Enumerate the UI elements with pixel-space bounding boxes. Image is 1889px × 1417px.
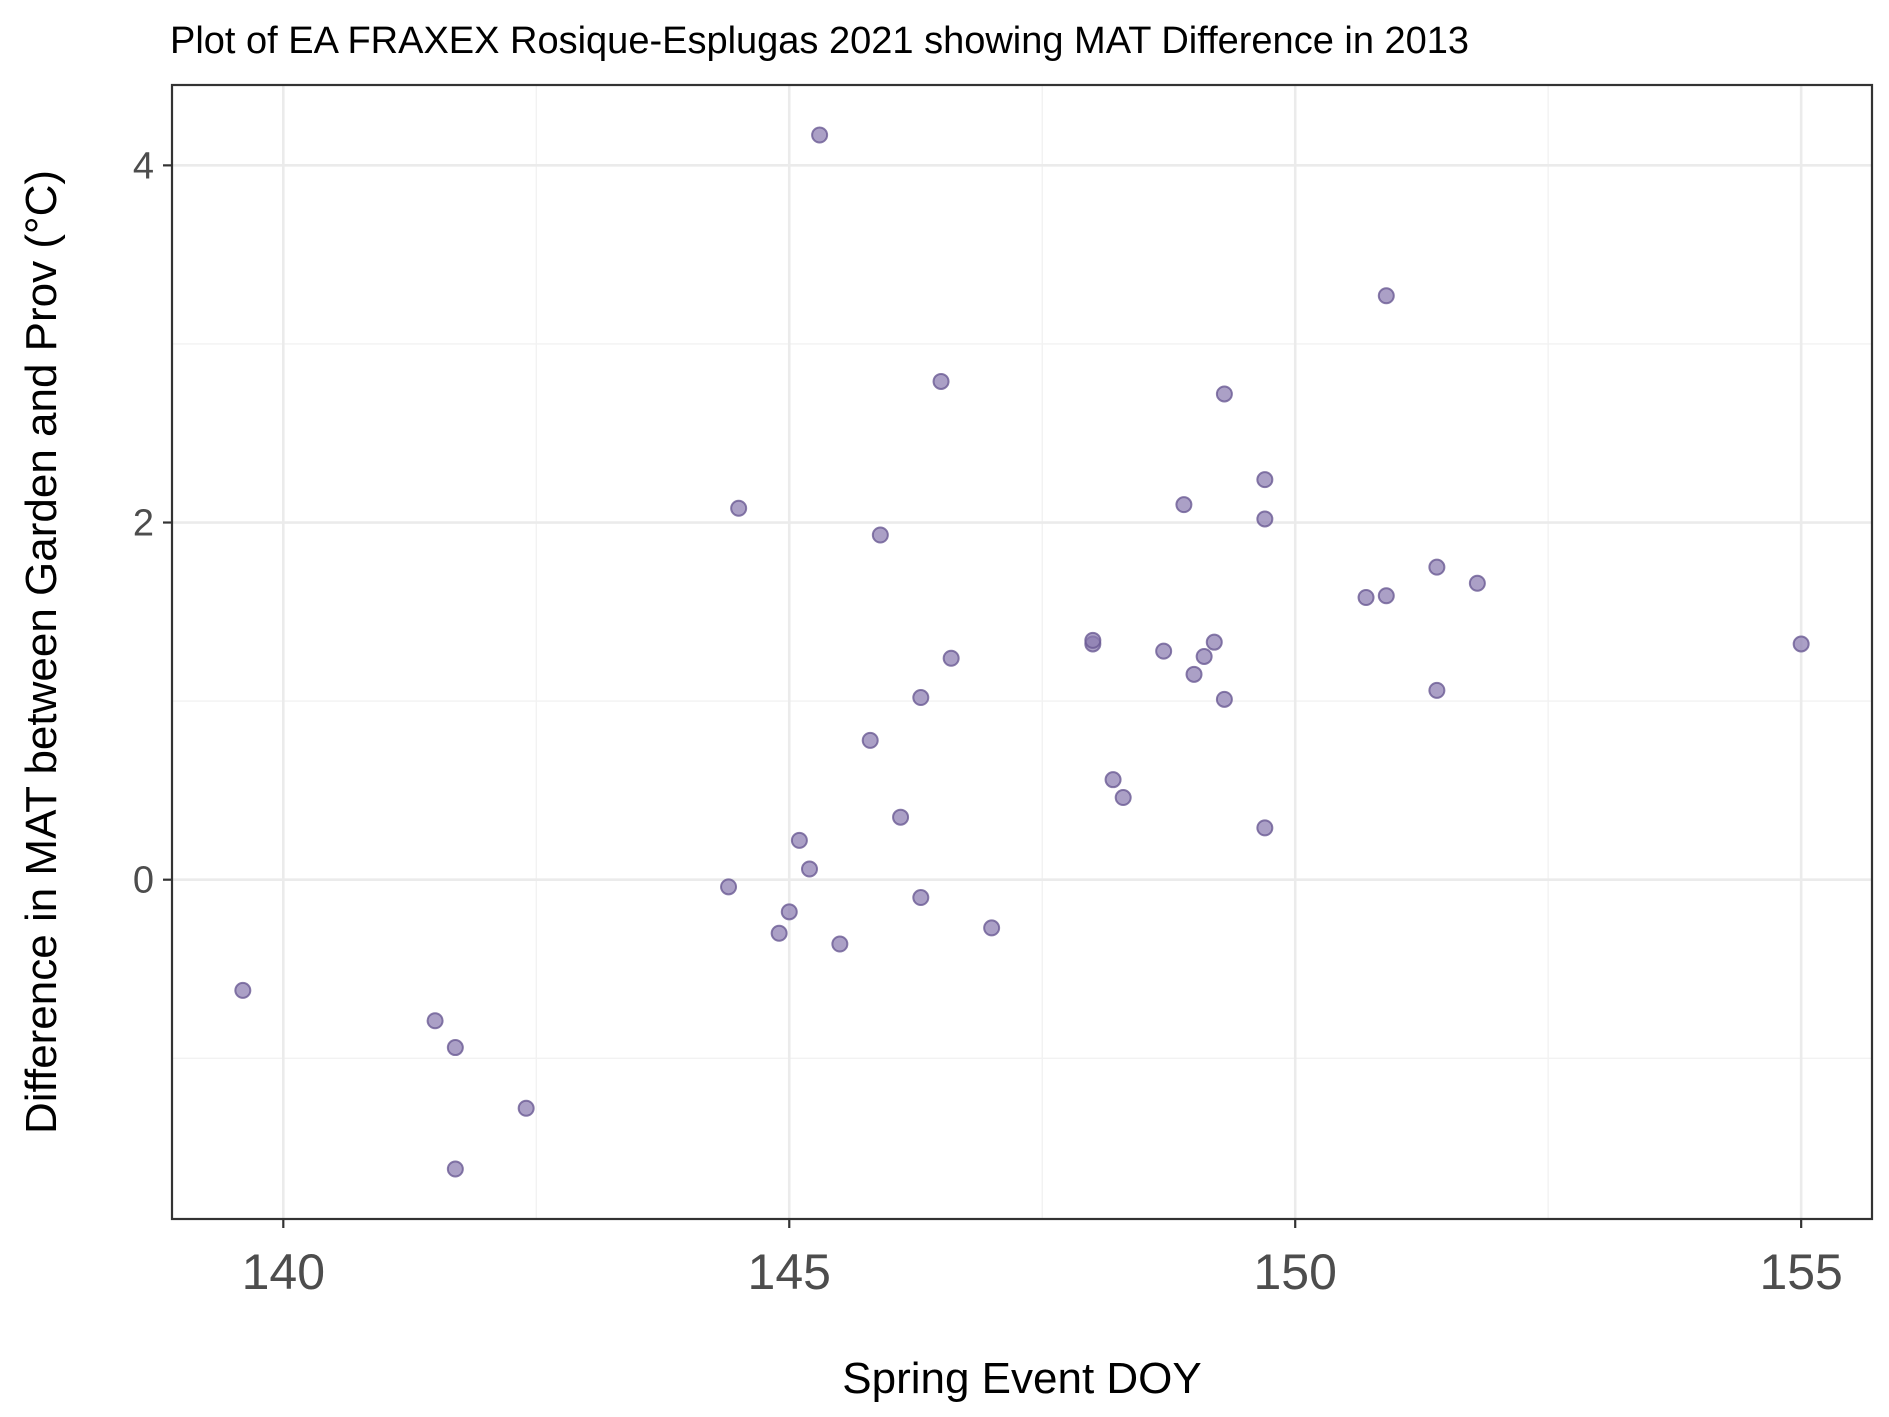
panel-border (170, 83, 1874, 1221)
data-point (730, 499, 748, 517)
data-point (1185, 665, 1203, 683)
data-point (517, 1099, 535, 1117)
data-point (811, 126, 829, 144)
x-tick-label: 150 (1253, 1244, 1336, 1300)
data-point (1215, 690, 1233, 708)
data-point (446, 1039, 464, 1057)
grid (172, 85, 1872, 1219)
data-point (1256, 819, 1274, 837)
y-tick-label: 0 (133, 860, 154, 902)
x-tick-label: 155 (1759, 1244, 1842, 1300)
x-tick-label: 140 (242, 1244, 325, 1300)
data-point (1357, 589, 1375, 607)
data-point (932, 372, 950, 390)
y-tick-label: 4 (133, 145, 154, 187)
axis-ticks: 140 145 150 155 0 2 4 (133, 145, 1843, 1300)
x-axis-label: Spring Event DOY (842, 1354, 1202, 1403)
data-point (1155, 642, 1173, 660)
data-point (1792, 635, 1810, 653)
data-point (1205, 633, 1223, 651)
data-point (831, 935, 849, 953)
data-point (892, 808, 910, 826)
data-point (912, 889, 930, 907)
data-point (1104, 771, 1122, 789)
data-point (780, 903, 798, 921)
data-point (1256, 510, 1274, 528)
data-point (1215, 385, 1233, 403)
data-point (446, 1160, 464, 1178)
x-tick-label: 145 (748, 1244, 831, 1300)
y-axis-label: Difference in MAT between Garden and Pro… (17, 170, 66, 1134)
data-point (1428, 681, 1446, 699)
data-point (1468, 574, 1486, 592)
data-point (871, 526, 889, 544)
y-tick-label: 2 (133, 503, 154, 545)
data-point (912, 689, 930, 707)
data-point (720, 878, 738, 896)
data-point (1377, 287, 1395, 305)
data-point (942, 649, 960, 667)
data-point (801, 860, 818, 878)
data-point (790, 831, 808, 849)
data-point (1175, 496, 1193, 514)
data-points (234, 126, 1810, 1178)
data-point (1256, 471, 1274, 489)
data-point (1084, 631, 1102, 649)
data-point (426, 1012, 444, 1030)
chart-title: Plot of EA FRAXEX Rosique-Esplugas 2021 … (170, 20, 1469, 62)
data-point (1114, 789, 1132, 807)
data-point (1428, 558, 1446, 576)
data-point (1195, 647, 1213, 665)
data-point (234, 981, 252, 999)
data-point (861, 731, 879, 749)
data-point (770, 924, 788, 942)
data-point (983, 919, 1001, 937)
data-point (1377, 587, 1395, 605)
